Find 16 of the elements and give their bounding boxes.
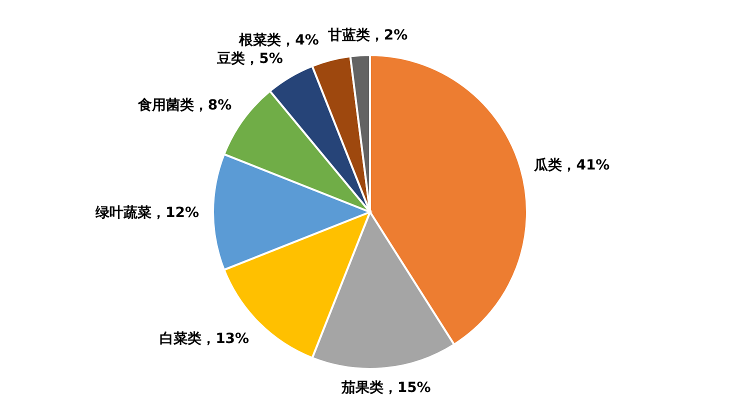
data-label: ，41% xyxy=(562,157,610,174)
slice-label: 豆类 xyxy=(216,50,246,67)
slice-label: 根菜类 xyxy=(238,32,282,48)
slice-label: 茄果类 xyxy=(340,380,384,396)
slice-label: 白菜类 xyxy=(160,330,202,347)
slice-label: 食用菌类 xyxy=(136,97,194,114)
data-label: ，12% xyxy=(151,205,199,221)
data-label: ，8% xyxy=(194,97,232,114)
slice-label: 瓜类 xyxy=(533,156,562,174)
data-label: ，4% xyxy=(281,32,319,48)
data-label: ，13% xyxy=(202,330,250,347)
slice-label: 甘蓝类 xyxy=(326,27,370,44)
slice-label: 绿叶蔬菜 xyxy=(94,205,152,221)
data-label: ，15% xyxy=(383,380,431,396)
data-label: ，2% xyxy=(370,27,408,44)
data-label: ，5% xyxy=(245,50,283,67)
